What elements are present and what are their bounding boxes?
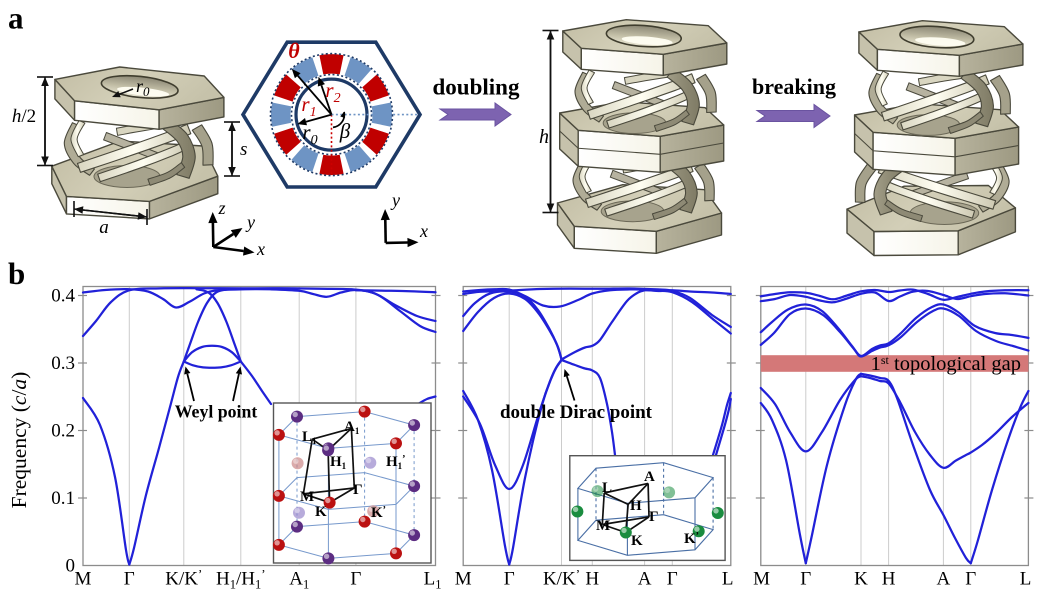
svg-text:K: K xyxy=(631,533,643,549)
svg-text:M: M xyxy=(753,569,770,590)
svg-text:0.4: 0.4 xyxy=(51,286,75,307)
svg-text:b: b xyxy=(8,256,25,291)
svg-text:0.1: 0.1 xyxy=(51,488,75,509)
svg-text:M: M xyxy=(455,569,472,590)
svg-text:L: L xyxy=(722,569,734,590)
svg-text:y: y xyxy=(390,190,400,210)
svg-text:K: K xyxy=(854,569,868,590)
svg-text:0.3: 0.3 xyxy=(51,353,75,374)
svg-text:K/K’: K/K’ xyxy=(165,567,202,590)
svg-text:Γ: Γ xyxy=(965,569,976,590)
svg-text:h: h xyxy=(539,126,549,148)
svg-text:a: a xyxy=(99,217,109,238)
svg-text:0: 0 xyxy=(66,556,76,577)
svg-text:y: y xyxy=(245,212,255,232)
svg-text:A: A xyxy=(937,569,951,590)
svg-text:H: H xyxy=(630,498,642,514)
svg-text:K/K’: K/K’ xyxy=(543,567,580,590)
svg-text:breaking: breaking xyxy=(752,74,836,99)
svg-text:H: H xyxy=(882,569,896,590)
svg-text:double Dirac point: double Dirac point xyxy=(500,402,653,423)
svg-text:a: a xyxy=(8,1,24,36)
svg-text:L: L xyxy=(602,480,612,496)
svg-text:M: M xyxy=(300,489,314,505)
svg-text:Γ: Γ xyxy=(350,569,361,590)
svg-text:Γ: Γ xyxy=(800,569,811,590)
svg-text:Frequency (c/a): Frequency (c/a) xyxy=(7,372,31,509)
svg-text:Γ: Γ xyxy=(504,569,515,590)
svg-text:Weyl point: Weyl point xyxy=(175,402,258,422)
svg-text:1st topological gap: 1st topological gap xyxy=(871,353,1021,375)
svg-text:x: x xyxy=(419,221,428,241)
svg-text:A: A xyxy=(644,469,655,485)
svg-text:x: x xyxy=(256,239,265,259)
svg-text:Γ: Γ xyxy=(353,482,363,498)
svg-text:M: M xyxy=(596,518,610,534)
svg-text:θ: θ xyxy=(288,38,300,63)
svg-text:Γ: Γ xyxy=(124,569,135,590)
svg-text:h/2: h/2 xyxy=(12,106,36,127)
svg-text:K: K xyxy=(315,504,327,520)
svg-text:doubling: doubling xyxy=(433,75,520,100)
svg-text:L: L xyxy=(1020,569,1032,590)
svg-text:H: H xyxy=(585,569,599,590)
svg-text:s: s xyxy=(240,139,247,160)
svg-text:β: β xyxy=(339,119,351,143)
svg-text:0.2: 0.2 xyxy=(51,421,75,442)
svg-text:M: M xyxy=(75,569,92,590)
svg-text:A: A xyxy=(638,569,652,590)
svg-text:Γ: Γ xyxy=(649,509,659,525)
svg-text:Γ: Γ xyxy=(667,569,678,590)
svg-text:z: z xyxy=(217,198,225,218)
